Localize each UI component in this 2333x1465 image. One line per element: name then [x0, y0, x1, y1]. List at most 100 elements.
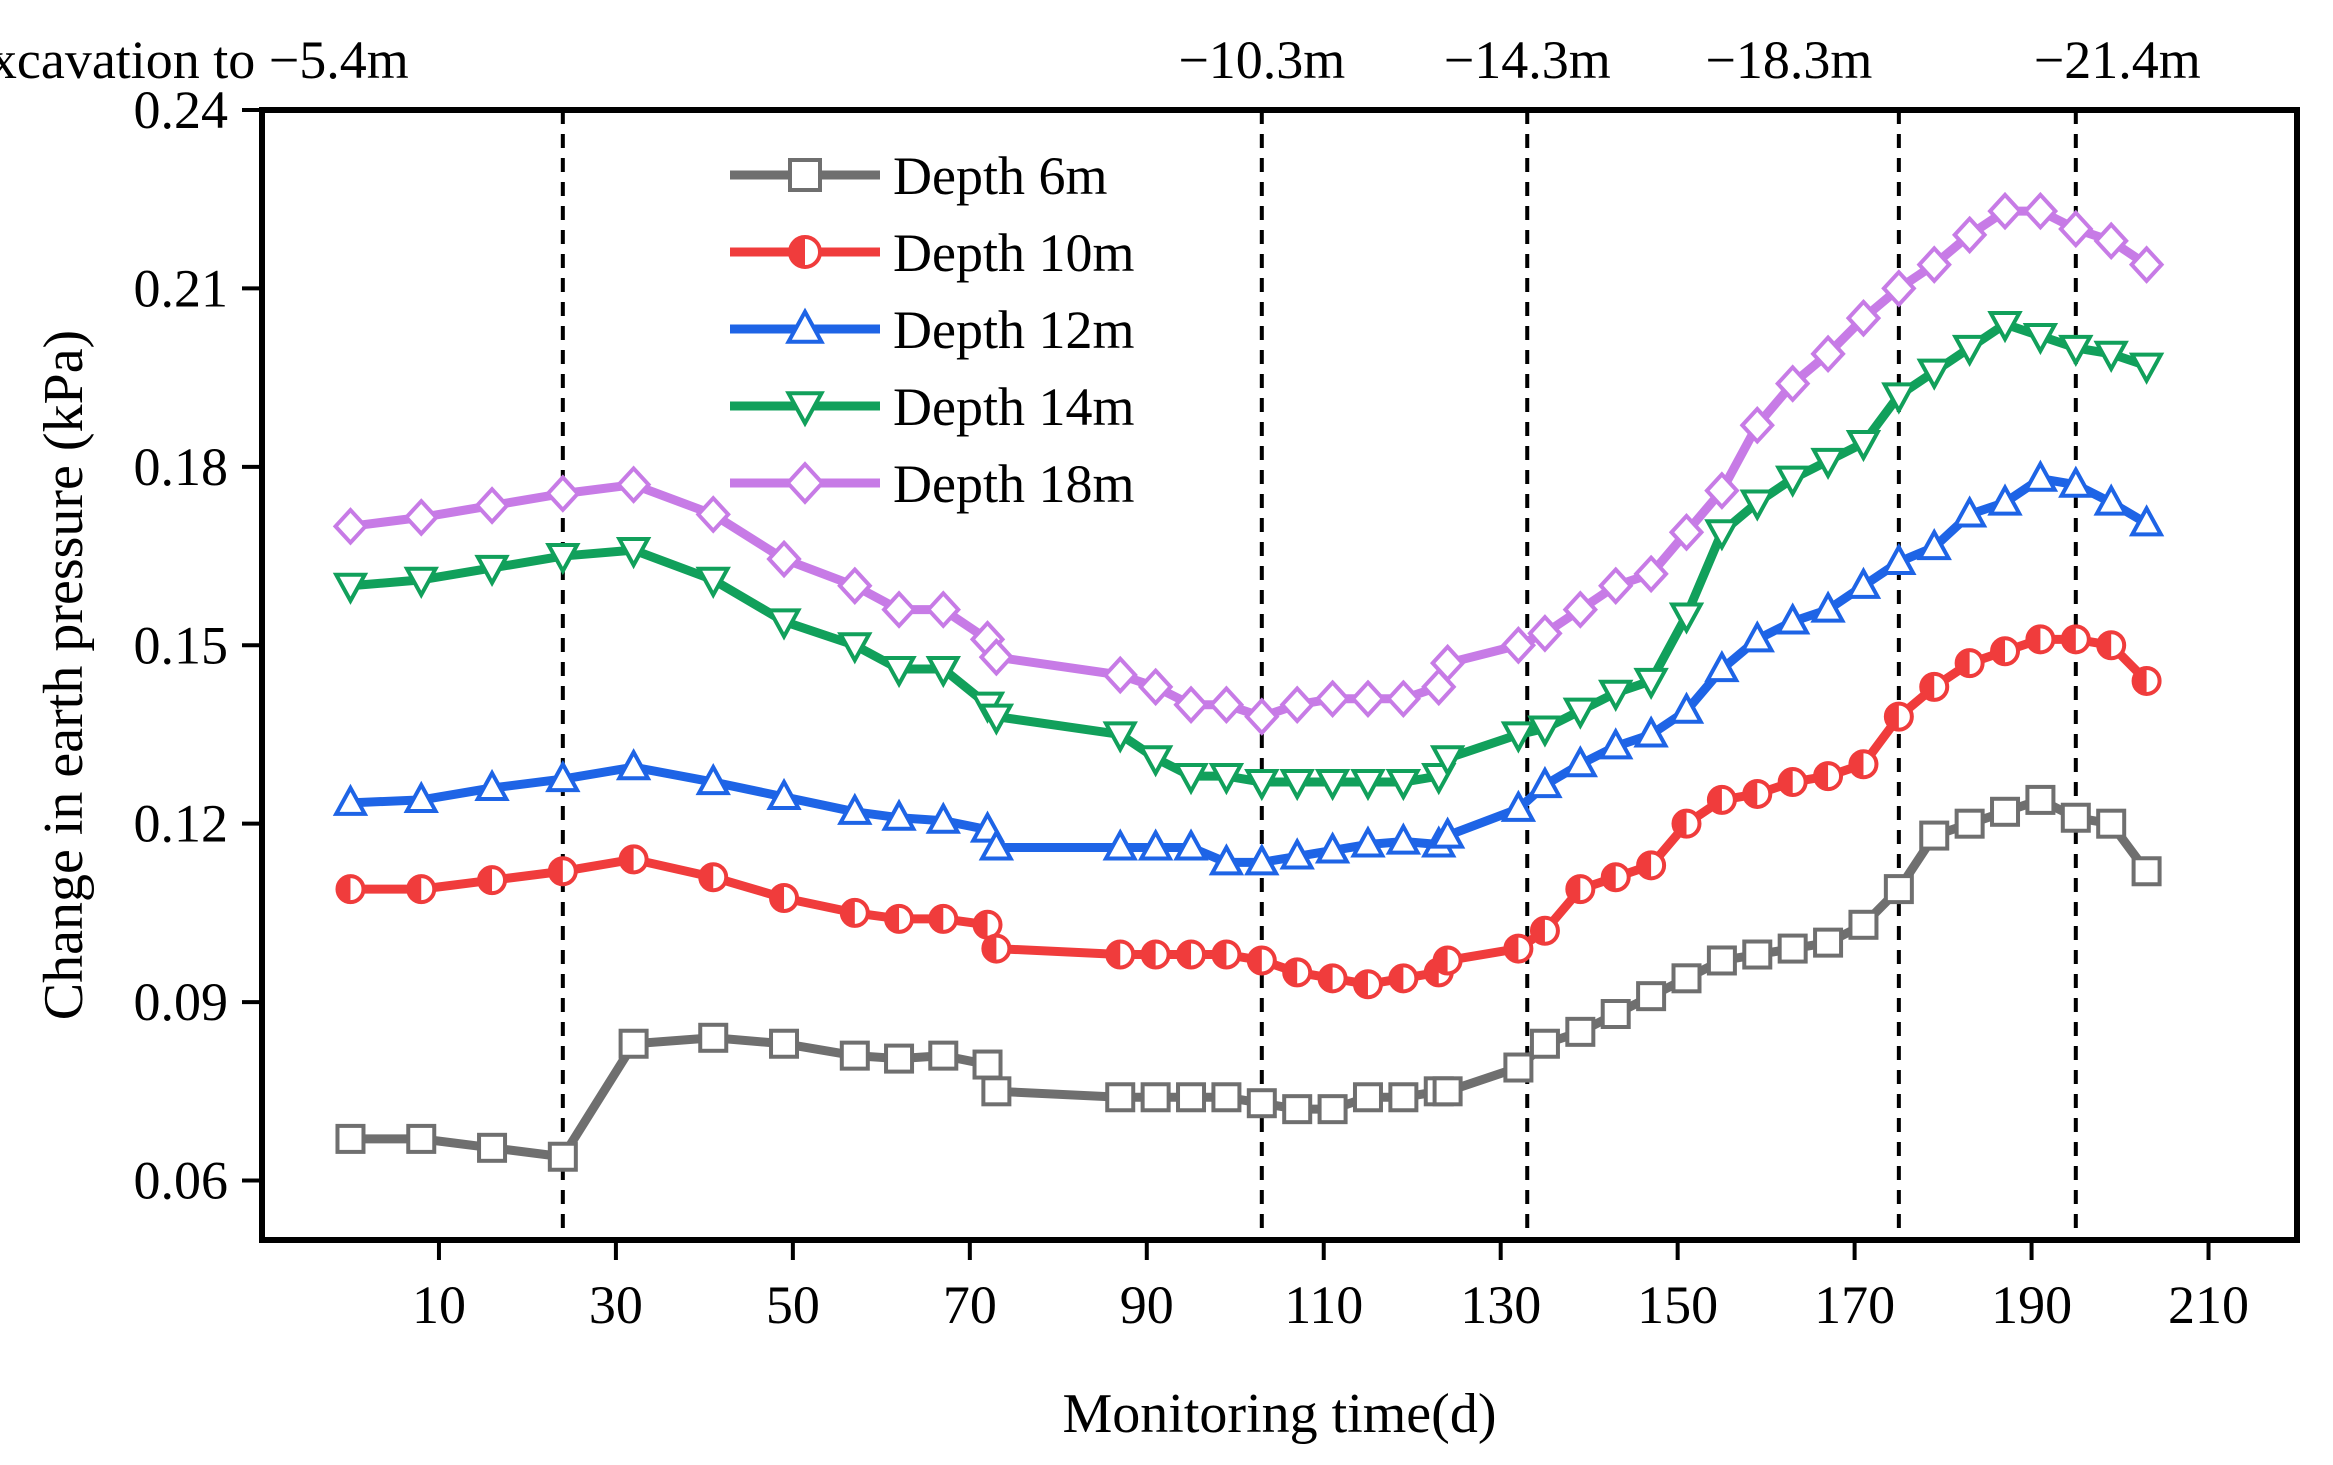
- data-point: [545, 759, 581, 793]
- data-point: [1385, 679, 1422, 718]
- data-point: [1246, 945, 1277, 976]
- data-point: [2025, 624, 2056, 655]
- series-depth-18m: [332, 191, 2165, 736]
- data-point: [1883, 874, 1914, 905]
- data-point: [1529, 915, 1560, 946]
- data-point: [1742, 778, 1773, 809]
- data-point: [615, 465, 652, 504]
- data-point: [1739, 406, 1775, 445]
- data-point: [1432, 945, 1463, 976]
- data-point: [1385, 822, 1422, 855]
- data-point: [2131, 856, 2162, 887]
- series-line: [349, 206, 2150, 722]
- data-point: [698, 1022, 729, 1053]
- data-point: [1919, 671, 1950, 702]
- x-tick-label: 90: [1120, 1275, 1174, 1335]
- data-point: [698, 862, 729, 893]
- data-point: [1845, 430, 1882, 463]
- data-point: [1668, 691, 1705, 724]
- y-tick-label: 0.12: [134, 794, 229, 854]
- legend-label: Depth 6m: [893, 146, 1107, 206]
- data-point: [406, 874, 437, 905]
- x-tick-label: 130: [1460, 1275, 1541, 1335]
- data-point: [1739, 489, 1775, 522]
- data-point: [1636, 850, 1667, 881]
- x-axis: 10 30 50 70 90 110 130 150 170 190 210: [412, 1240, 2249, 1335]
- data-point: [1140, 939, 1171, 970]
- legend-marker: [785, 307, 825, 344]
- data-point: [1987, 311, 2023, 344]
- data-point: [547, 1141, 578, 1172]
- data-point: [1810, 590, 1846, 623]
- data-point: [1282, 957, 1313, 988]
- data-point: [1529, 1028, 1560, 1059]
- data-point: [2128, 245, 2165, 284]
- legend-label: Depth 14m: [893, 377, 1134, 437]
- data-point: [1562, 745, 1599, 778]
- data-point: [618, 844, 649, 875]
- data-point: [1813, 927, 1844, 958]
- data-point: [695, 762, 731, 796]
- data-point: [1987, 191, 2023, 231]
- data-point: [1176, 1082, 1207, 1113]
- data-point: [2022, 459, 2059, 492]
- data-point: [1385, 769, 1422, 802]
- data-point: [1565, 1016, 1596, 1047]
- legend: Depth 6m Depth 10m Depth 12m Depth 14m Depth…: [730, 146, 1134, 514]
- data-point: [2025, 784, 2056, 815]
- x-tick-label: 210: [2168, 1275, 2249, 1335]
- data-point: [1990, 636, 2021, 667]
- data-point: [332, 783, 369, 816]
- x-tick-label: 30: [589, 1275, 643, 1335]
- data-point: [1246, 1088, 1277, 1119]
- data-point: [1951, 215, 1988, 255]
- data-point: [978, 828, 1015, 861]
- legend-marker: [785, 391, 825, 428]
- data-point: [1352, 969, 1383, 1000]
- legend-label: Depth 10m: [893, 223, 1134, 283]
- data-point: [547, 856, 578, 887]
- y-tick-label: 0.15: [134, 615, 229, 675]
- data-point: [474, 486, 510, 525]
- series-depth-10m: [335, 624, 2162, 1000]
- data-point: [1527, 765, 1563, 799]
- data-point: [981, 933, 1012, 964]
- y-tick-label: 0.21: [134, 258, 229, 318]
- data-point: [1775, 364, 1811, 403]
- data-point: [1140, 1082, 1171, 1113]
- data-point: [1668, 602, 1705, 635]
- data-point: [695, 566, 731, 599]
- data-point: [839, 1040, 870, 1071]
- data-point: [403, 780, 439, 813]
- data-point: [1636, 981, 1667, 1012]
- data-point: [925, 590, 961, 629]
- data-point: [1881, 382, 1917, 415]
- data-point: [1916, 358, 1952, 391]
- data-point: [1244, 843, 1280, 876]
- data-point: [1314, 769, 1351, 802]
- data-point: [1916, 245, 1952, 284]
- data-point: [1951, 495, 1988, 528]
- series-depth-6m: [335, 784, 2162, 1172]
- series-depth-14m: [332, 311, 2165, 802]
- data-point: [1810, 334, 1846, 374]
- data-point: [2060, 802, 2091, 833]
- data-point: [1848, 749, 1879, 780]
- data-point: [1429, 816, 1466, 849]
- data-point: [884, 1043, 915, 1074]
- data-point: [881, 590, 917, 629]
- data-point: [1388, 963, 1419, 994]
- legend-item: Depth 6m: [730, 146, 1107, 206]
- data-point: [1881, 542, 1917, 576]
- y-tick-label: 0.24: [134, 80, 229, 140]
- data-point: [978, 637, 1015, 677]
- data-point: [1500, 721, 1537, 754]
- y-axis: 0.06 0.09 0.12 0.15 0.18 0.21 0.24: [134, 80, 262, 1211]
- data-point: [928, 903, 959, 934]
- data-point: [1432, 1076, 1463, 1107]
- data-point: [928, 1040, 959, 1071]
- y-tick-label: 0.18: [134, 437, 229, 497]
- x-tick-label: 70: [943, 1275, 997, 1335]
- data-point: [2096, 630, 2127, 661]
- data-point: [2058, 334, 2094, 367]
